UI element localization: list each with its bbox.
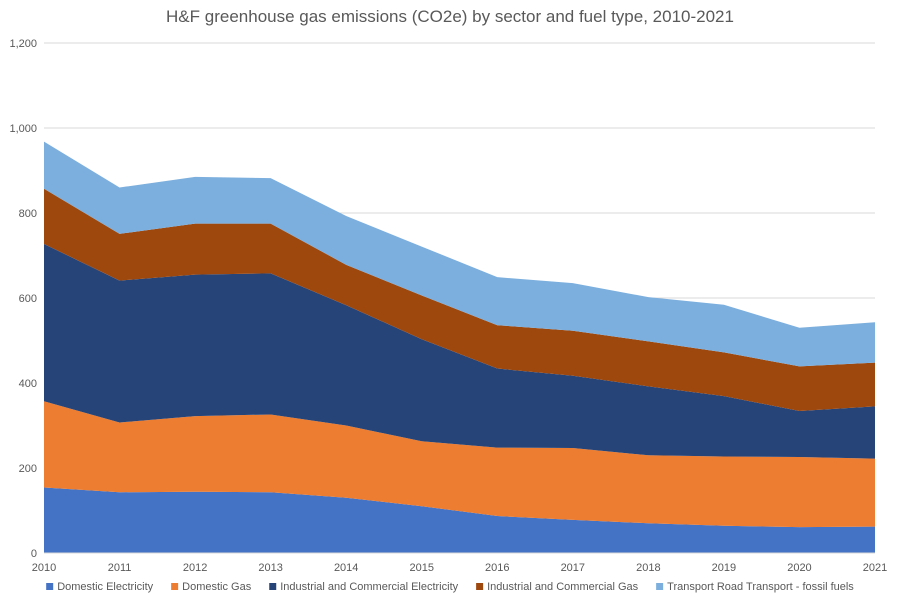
area-series [44,141,875,553]
y-tick-label: 200 [19,463,37,475]
legend-item: Domestic Gas [171,581,252,593]
legend-label: Transport Road Transport - fossil fuels [667,581,854,593]
legend-swatch [269,583,277,590]
axes: 0 200 400 600 800 1,000 1,200 2010 2011 2012 2013 2… [9,38,887,574]
legend-swatch [46,583,54,590]
y-tick-label: 600 [19,293,37,305]
legend-swatch [476,583,484,590]
y-tick-label: 1,000 [9,123,37,135]
area-industrial-and-commercial-gas [44,188,875,412]
x-tick-label: 2021 [863,562,887,574]
y-tick-label: 800 [19,208,37,220]
area-industrial-and-commercial-electricity [44,244,875,459]
legend-item: Transport Road Transport - fossil fuels [656,581,854,593]
x-tick-label: 2018 [636,562,660,574]
area-domestic-gas [44,401,875,528]
area-transport-road-transport-fossil-fuels [44,141,875,367]
x-tick-label: 2014 [334,562,358,574]
x-tick-label: 2010 [32,562,56,574]
legend-swatch [656,583,664,590]
x-tick-label: 2017 [561,562,585,574]
legend-item: Domestic Electricity [46,581,154,593]
x-tick-label: 2019 [712,562,736,574]
legend-item: Industrial and Commercial Gas [476,581,639,593]
legend-label: Domestic Gas [182,581,252,593]
legend-swatch [171,583,179,590]
legend-label: Domestic Electricity [57,581,153,593]
area-domestic-electricity [44,487,875,553]
x-tick-label: 2015 [409,562,433,574]
x-tick-label: 2016 [485,562,509,574]
legend-label: Industrial and Commercial Electricity [280,581,458,593]
y-tick-label: 400 [19,378,37,390]
chart-title: H&F greenhouse gas emissions (CO2e) by s… [166,7,734,26]
x-tick-label: 2011 [108,562,132,574]
x-tick-label: 2012 [183,562,207,574]
legend-item: Industrial and Commercial Electricity [269,581,459,593]
y-tick-label: 0 [31,548,37,560]
x-tick-label: 2020 [787,562,811,574]
legend: Domestic Electricity Domestic Gas Industri… [46,581,854,593]
x-tick-label: 2013 [258,562,282,574]
legend-label: Industrial and Commercial Gas [487,581,639,593]
y-tick-label: 1,200 [9,38,37,50]
